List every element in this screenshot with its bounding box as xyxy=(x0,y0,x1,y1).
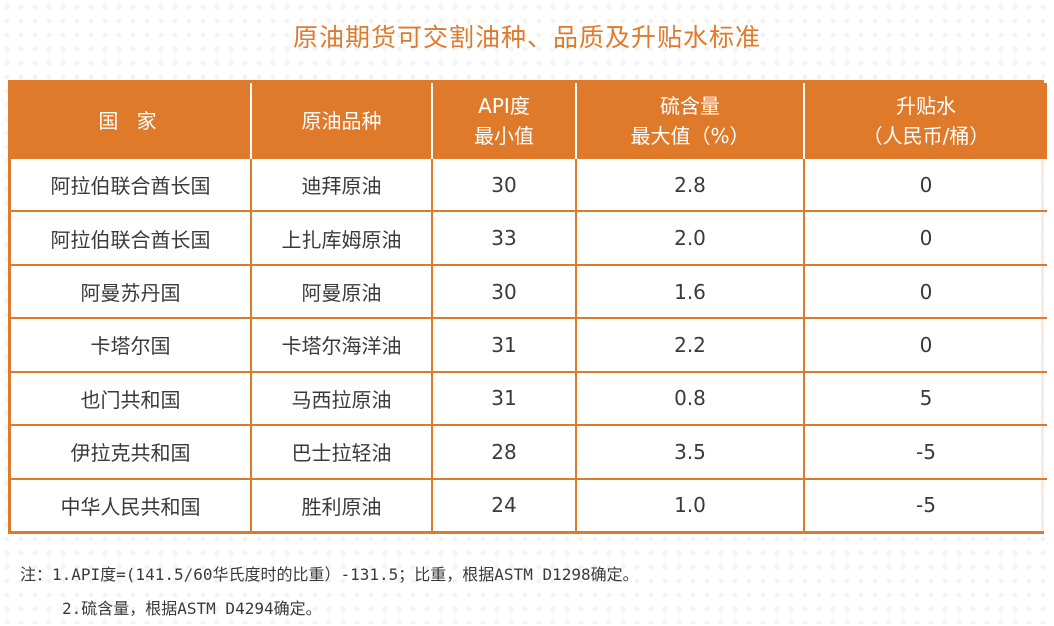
cell-premium: -5 xyxy=(804,425,1047,480)
cell-sulfur: 2.2 xyxy=(576,318,805,373)
header-sulfur-content: 硫含量 最大值（%） xyxy=(576,83,805,159)
cell-premium: -5 xyxy=(804,478,1047,531)
cell-crude-variety: 上扎库姆原油 xyxy=(251,211,433,266)
table-row: 中华人民共和国 胜利原油 24 1.0 -5 xyxy=(11,478,1047,531)
table-row: 阿曼苏丹国 阿曼原油 30 1.6 0 xyxy=(11,264,1047,320)
header-sulfur-line1: 硫含量 xyxy=(660,94,720,118)
cell-crude-variety: 巴士拉轻油 xyxy=(251,425,433,480)
header-api-line1: API度 xyxy=(478,94,530,118)
cell-api: 24 xyxy=(432,478,577,531)
cell-sulfur: 2.8 xyxy=(576,159,805,213)
header-api-line2: 最小值 xyxy=(474,124,534,148)
header-country-line1: 国 家 xyxy=(98,109,163,133)
header-sulfur-line2: 最大值（%） xyxy=(630,124,750,148)
footnote-sulfur: 2.硫含量，根据ASTM D4294确定。 xyxy=(62,599,322,618)
footnotes: 注：1.API度=(141.5/60华氏度时的比重）-131.5；比重，根据AS… xyxy=(20,558,639,626)
cell-premium: 0 xyxy=(804,318,1047,373)
cell-country: 也门共和国 xyxy=(11,371,252,427)
cell-sulfur: 0.8 xyxy=(576,371,805,427)
footnote-api: 注：1.API度=(141.5/60华氏度时的比重）-131.5；比重，根据AS… xyxy=(20,565,639,584)
cell-sulfur: 2.0 xyxy=(576,211,805,266)
header-country: 国 家 xyxy=(11,83,252,159)
page-title: 原油期货可交割油种、品质及升贴水标准 xyxy=(292,23,761,52)
table-row: 也门共和国 马西拉原油 31 0.8 5 xyxy=(11,371,1047,427)
cell-premium: 0 xyxy=(804,211,1047,266)
cell-crude-variety: 马西拉原油 xyxy=(251,371,433,427)
cell-crude-variety: 胜利原油 xyxy=(251,478,433,531)
cell-premium: 0 xyxy=(804,264,1047,320)
table-header-row: 国 家 原油品种 API度 最小值 硫含量 最大值（%） 升贴水 （人民币/桶） xyxy=(11,83,1047,159)
cell-api: 28 xyxy=(432,425,577,480)
header-premium-line1: 升贴水 xyxy=(896,94,956,118)
cell-sulfur: 1.0 xyxy=(576,478,805,531)
table-row: 伊拉克共和国 巴士拉轻油 28 3.5 -5 xyxy=(11,425,1047,480)
header-crude-variety: 原油品种 xyxy=(251,83,433,159)
header-api-gravity: API度 最小值 xyxy=(432,83,577,159)
cell-country: 伊拉克共和国 xyxy=(11,425,252,480)
cell-country: 阿曼苏丹国 xyxy=(11,264,252,320)
cell-country: 阿拉伯联合酋长国 xyxy=(11,211,252,266)
cell-sulfur: 1.6 xyxy=(576,264,805,320)
cell-crude-variety: 阿曼原油 xyxy=(251,264,433,320)
table-row: 卡塔尔国 卡塔尔海洋油 31 2.2 0 xyxy=(11,318,1047,373)
cell-country: 中华人民共和国 xyxy=(11,478,252,531)
table-row: 阿拉伯联合酋长国 上扎库姆原油 33 2.0 0 xyxy=(11,211,1047,266)
cell-api: 30 xyxy=(432,264,577,320)
table-row: 阿拉伯联合酋长国 迪拜原油 30 2.8 0 xyxy=(11,159,1047,213)
cell-api: 31 xyxy=(432,371,577,427)
cell-country: 阿拉伯联合酋长国 xyxy=(11,159,252,213)
header-premium-line2: （人民币/桶） xyxy=(862,124,990,148)
cell-crude-variety: 卡塔尔海洋油 xyxy=(251,318,433,373)
header-premium-discount: 升贴水 （人民币/桶） xyxy=(804,83,1047,159)
cell-premium: 0 xyxy=(804,159,1047,213)
cell-api: 31 xyxy=(432,318,577,373)
header-crude-variety-line1: 原油品种 xyxy=(301,109,382,133)
cell-sulfur: 3.5 xyxy=(576,425,805,480)
cell-country: 卡塔尔国 xyxy=(11,318,252,373)
cell-api: 33 xyxy=(432,211,577,266)
crude-oil-standards-table: 国 家 原油品种 API度 最小值 硫含量 最大值（%） 升贴水 （人民币/桶） xyxy=(8,80,1047,534)
cell-api: 30 xyxy=(432,159,577,213)
cell-premium: 5 xyxy=(804,371,1047,427)
cell-crude-variety: 迪拜原油 xyxy=(251,159,433,213)
